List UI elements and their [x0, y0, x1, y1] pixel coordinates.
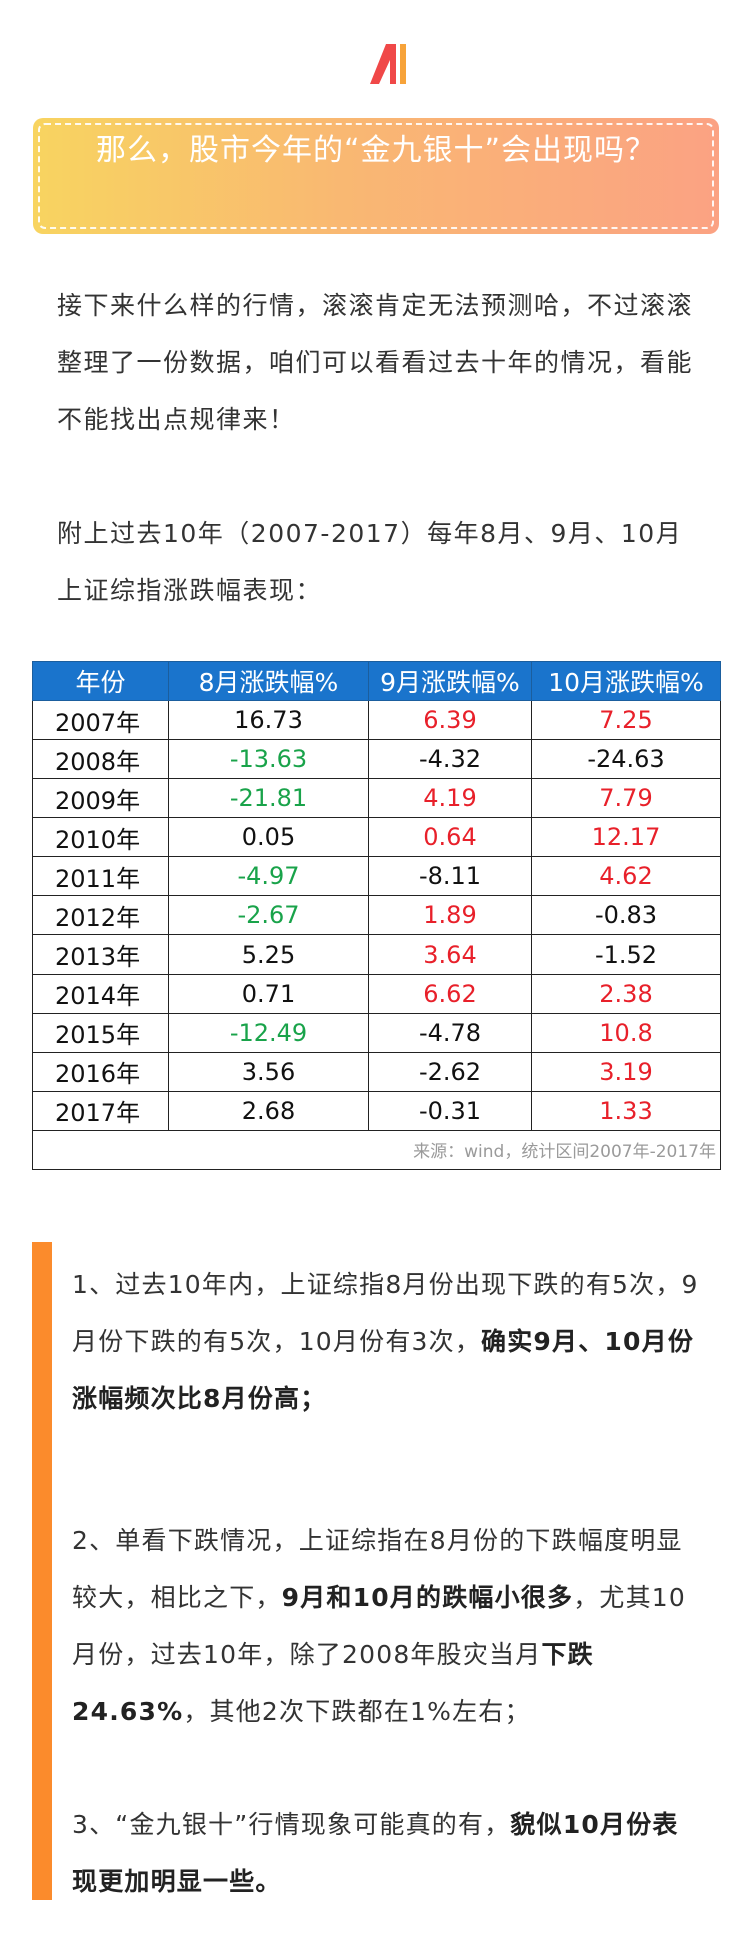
header-aug: 8月涨跌幅% [168, 661, 369, 701]
header-sep: 9月涨跌幅% [368, 661, 532, 701]
table-row: 2009年 -21.81 4.19 7.79 [32, 778, 721, 819]
body-text: ，尤其10月份，过去10年，除了2008年股灾当月 [72, 1583, 687, 1669]
sep-change-cell: -4.32 [368, 739, 532, 780]
banner-dashed-border [38, 123, 714, 229]
sep-change-cell: 6.62 [368, 973, 532, 1014]
header-year: 年份 [32, 661, 169, 701]
sep-change-cell: -4.78 [368, 1012, 532, 1053]
table-row: 2008年 -13.63 -4.32 -24.63 [32, 739, 721, 780]
table-row: 2011年 -4.97 -8.11 4.62 [32, 856, 721, 897]
table-row: 2012年 -2.67 1.89 -0.83 [32, 895, 721, 936]
sep-change-cell: -8.11 [368, 856, 532, 897]
table-header-row: 年份 8月涨跌幅% 9月涨跌幅% 10月涨跌幅% [32, 661, 721, 701]
aug-change-cell: 16.73 [168, 699, 369, 741]
oct-change-cell: 7.79 [531, 778, 721, 819]
year-cell: 2011年 [32, 856, 169, 897]
oct-change-cell: 1.33 [531, 1090, 721, 1131]
emphasis-text: 确实9月、10月份涨幅频次比8月份高； [72, 1327, 695, 1413]
body-text: 3、“金九银十”行情现象可能真的有， [72, 1810, 511, 1839]
aug-change-cell: 2.68 [168, 1090, 369, 1131]
body-text: ，其他2次下跌都在1%左右； [183, 1697, 531, 1726]
emphasis-text: 9月和10月的跌幅小很多 [281, 1583, 574, 1612]
summary-point-1: 1、过去10年内，上证综指8月份出现下跌的有5次，9月份下跌的有5次，10月份有… [72, 1256, 702, 1427]
year-cell: 2008年 [32, 739, 169, 780]
summary-point-2: 2、单看下跌情况，上证综指在8月份的下跌幅度明显较大，相比之下，9月和10月的跌… [72, 1512, 702, 1740]
sep-change-cell: 1.89 [368, 895, 532, 936]
oct-change-cell: 10.8 [531, 1012, 721, 1053]
oct-change-cell: 2.38 [531, 973, 721, 1014]
oct-change-cell: 3.19 [531, 1051, 721, 1092]
section-banner: 那么，股市今年的“金九银十”会出现吗？ [33, 118, 719, 234]
table-row: 2014年 0.71 6.62 2.38 [32, 973, 721, 1014]
table-row: 2017年 2.68 -0.31 1.33 [32, 1090, 721, 1131]
table-row: 2013年 5.25 3.64 -1.52 [32, 934, 721, 975]
accent-bar [32, 1242, 52, 1900]
body-text: 1、过去10年内，上证综指8月份出现下跌的有5次，9月份下跌的有5次，10月份有… [72, 1270, 699, 1356]
year-cell: 2015年 [32, 1012, 169, 1053]
aug-change-cell: -4.97 [168, 856, 369, 897]
sep-change-cell: 4.19 [368, 778, 532, 819]
table-body: 2007年 16.73 6.39 7.25 2008年 -13.63 -4.32 -24.63… [32, 699, 721, 1171]
aug-change-cell: -12.49 [168, 1012, 369, 1053]
table-intro-paragraph: 附上过去10年（2007-2017）每年8月、9月、10月上证综指涨跌幅表现： [57, 519, 683, 605]
aug-change-cell: 0.71 [168, 973, 369, 1014]
header-oct: 10月涨跌幅% [531, 661, 721, 701]
oct-change-cell: -0.83 [531, 895, 721, 936]
aug-change-cell: 3.56 [168, 1051, 369, 1092]
table-row: 2007年 16.73 6.39 7.25 [32, 699, 721, 741]
intro-paragraph: 接下来什么样的行情，滚滚肯定无法预测哈，不过滚滚整理了一份数据，咱们可以看看过去… [57, 291, 694, 434]
table-row: 2015年 -12.49 -4.78 10.8 [32, 1012, 721, 1053]
aug-change-cell: 5.25 [168, 934, 369, 975]
year-cell: 2009年 [32, 778, 169, 819]
aug-change-cell: -21.81 [168, 778, 369, 819]
sep-change-cell: -2.62 [368, 1051, 532, 1092]
year-cell: 2007年 [32, 699, 169, 741]
oct-change-cell: -24.63 [531, 739, 721, 780]
oct-change-cell: 4.62 [531, 856, 721, 897]
year-cell: 2014年 [32, 973, 169, 1014]
year-cell: 2017年 [32, 1090, 169, 1131]
table-note-row: 来源：wind，统计区间2007年-2017年 [32, 1129, 721, 1171]
aug-change-cell: 0.05 [168, 817, 369, 858]
logo-icon [370, 44, 406, 84]
sep-change-cell: 6.39 [368, 699, 532, 741]
sep-change-cell: 3.64 [368, 934, 532, 975]
aug-change-cell: -13.63 [168, 739, 369, 780]
aug-change-cell: -2.67 [168, 895, 369, 936]
body-text: 2、单看下跌情况，上证综指在8月份的下跌幅度明显较大，相比之下， [72, 1526, 683, 1612]
sep-change-cell: 0.64 [368, 817, 532, 858]
oct-change-cell: -1.52 [531, 934, 721, 975]
year-cell: 2016年 [32, 1051, 169, 1092]
banner-title: 那么，股市今年的“金九银十”会出现吗？ [95, 133, 657, 168]
emphasis-text: 下跌24.63% [72, 1640, 594, 1726]
source-note: 来源：wind，统计区间2007年-2017年 [32, 1129, 721, 1171]
year-cell: 2012年 [32, 895, 169, 936]
oct-change-cell: 12.17 [531, 817, 721, 858]
table-row: 2016年 3.56 -2.62 3.19 [32, 1051, 721, 1092]
index-change-table: 年份 8月涨跌幅% 9月涨跌幅% 10月涨跌幅% 2007年 16.73 6.39 7… [32, 661, 721, 1171]
sep-change-cell: -0.31 [368, 1090, 532, 1131]
summary-point-3: 3、“金九银十”行情现象可能真的有，貌似10月份表现更加明显一些。 [72, 1796, 702, 1910]
oct-change-cell: 7.25 [531, 699, 721, 741]
table-row: 2010年 0.05 0.64 12.17 [32, 817, 721, 858]
year-cell: 2010年 [32, 817, 169, 858]
year-cell: 2013年 [32, 934, 169, 975]
emphasis-text: 貌似10月份表现更加明显一些。 [72, 1810, 679, 1896]
